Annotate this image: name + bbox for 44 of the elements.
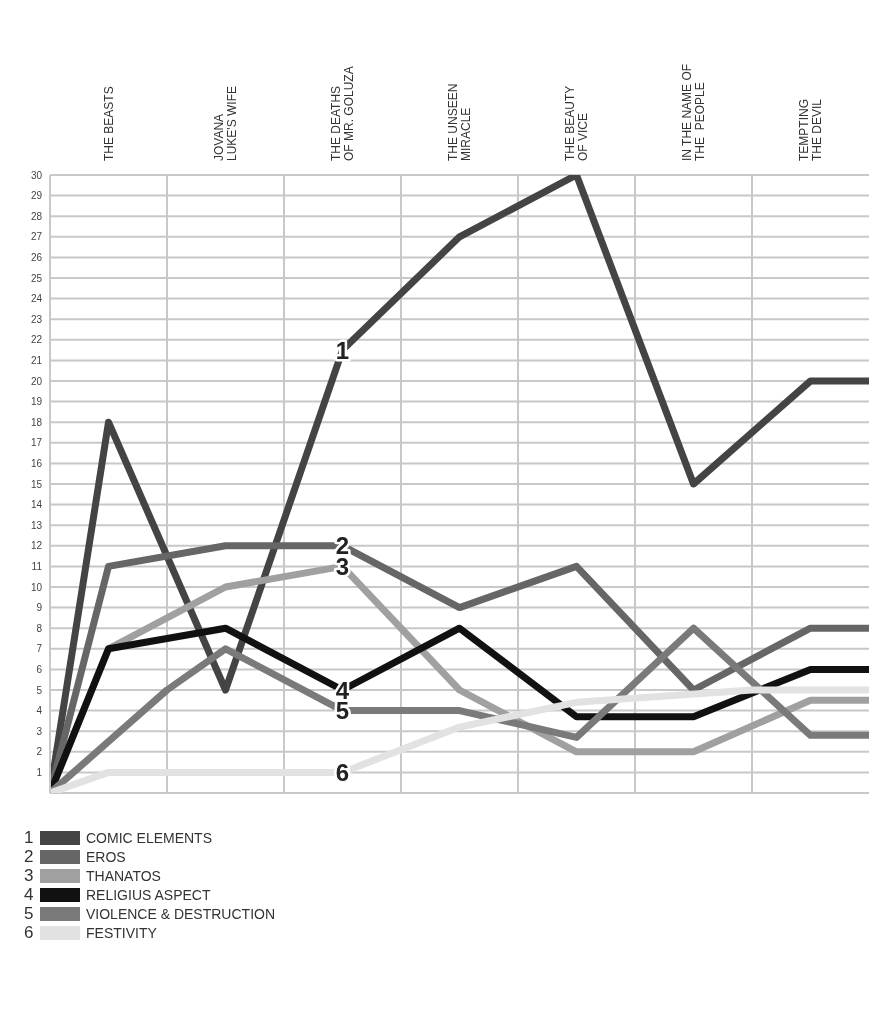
y-tick-label: 22: [30, 334, 43, 346]
x-tick-label: THE BEASTS: [101, 86, 116, 161]
y-tick-label: 5: [36, 684, 43, 696]
y-tick-label: 26: [30, 251, 43, 263]
y-tick-label: 27: [30, 231, 43, 243]
y-tick-label: 12: [30, 540, 43, 552]
y-tick-label: 23: [30, 313, 43, 325]
legend-label: RELIGIUS ASPECT: [86, 886, 211, 903]
y-tick-label: 1: [36, 766, 43, 778]
y-tick-label: 2: [36, 746, 43, 758]
y-tick-label: 14: [30, 499, 43, 511]
x-tick-label: IN THE NAME OF THE PEOPLE: [680, 63, 707, 161]
annotation: 6: [335, 758, 350, 786]
y-tick-label: 15: [30, 478, 43, 490]
legend-label: EROS: [86, 848, 126, 865]
legend-label: COMIC ELEMENTS: [86, 829, 213, 846]
y-tick-label: 21: [30, 354, 43, 366]
y-tick-label: 10: [30, 581, 43, 593]
y-tick-label: 7: [36, 643, 43, 655]
y-tick-label: 19: [30, 396, 43, 408]
y-tick-label: 9: [36, 602, 43, 614]
x-tick-label: JOVANA LUKE'S WIFE: [212, 86, 239, 161]
y-tick-label: 24: [30, 293, 43, 305]
x-tick-label: THE BEAUTY OF VICE: [563, 85, 590, 161]
x-tick-label: THE UNSEEN MIRACLE: [446, 83, 473, 161]
y-tick-label: 30: [30, 169, 43, 181]
y-tick-label: 20: [30, 375, 43, 387]
x-tick-label: THE DEATHS OF MR. GOLUZA: [329, 66, 356, 161]
y-tick-label: 11: [31, 560, 43, 572]
y-tick-label: 4: [36, 705, 43, 717]
legend-label: VIOLENCE & DESTRUCTION: [86, 905, 276, 922]
y-tick-label: 28: [30, 210, 43, 222]
y-tick-label: 8: [36, 622, 43, 634]
y-tick-label: 6: [36, 663, 43, 675]
y-tick-label: 13: [30, 519, 43, 531]
y-tick-label: 3: [36, 725, 43, 737]
y-tick-label: 18: [30, 416, 43, 428]
legend-label: THANATOS: [86, 867, 161, 884]
legend-label: FESTIVITY: [86, 924, 157, 941]
y-tick-label: 25: [30, 272, 43, 284]
y-tick-label: 17: [30, 437, 43, 449]
x-tick-label: TEMPTING THE DEVIL: [797, 98, 824, 161]
y-tick-label: 16: [30, 457, 43, 469]
y-tick-label: 29: [30, 190, 43, 202]
